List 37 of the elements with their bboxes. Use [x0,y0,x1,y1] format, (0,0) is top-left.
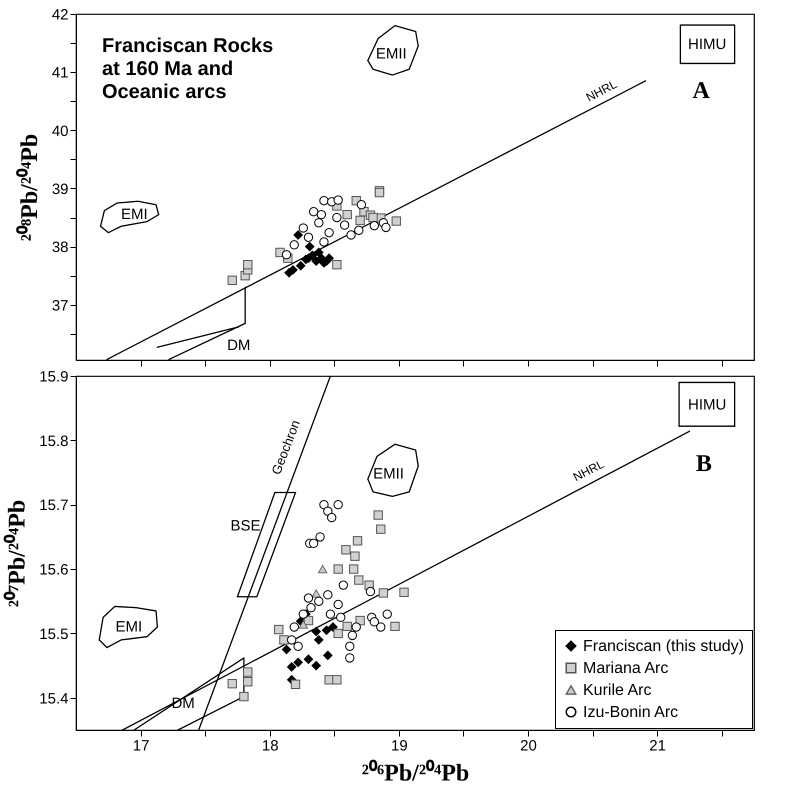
y-tick-label: 39 [52,180,68,198]
x-tick-label: 19 [391,738,408,754]
x-tick-label: 21 [649,738,666,754]
legend-label: Kurile Arc [583,682,652,699]
annotation: DM [227,336,250,354]
annotation: HIMU [688,396,726,414]
legend-label: Franciscan (this study) [583,638,744,655]
annotation: NHRL [584,76,620,105]
x-tick-label: 20 [520,738,537,754]
y-axis-title: ²⁰⁸Pb/²⁰⁴Pb [16,134,43,242]
annotation: BSE [230,517,261,534]
y-tick-label: 42 [52,6,68,24]
y-tick-label: 15.7 [39,497,68,514]
x-axis-title: ²⁰⁶Pb/²⁰⁴Pb [362,760,470,786]
legend-label: Mariana Arc [583,660,668,677]
text: Franciscan Rocks at 160 Ma and Oceanic arcs [102,35,274,103]
y-tick-label: 15.5 [39,626,68,643]
y-tick-label: 37 [52,297,68,314]
annotation: B [696,451,712,478]
annotation: HIMU [688,36,726,54]
y-tick-label: 41 [52,64,68,82]
annotation: EMII [373,466,404,483]
y-tick-label: 15.4 [39,690,68,708]
annotation: NHRL [570,456,607,484]
y-tick-label: 15.8 [39,432,68,450]
annotation: EMI [120,206,148,223]
y-tick-label: 40 [52,122,68,140]
annotation: EMI [116,618,142,636]
x-tick-label: 17 [132,738,150,754]
legend-label: Izu-Bonin Arc [583,704,678,721]
y-axis-title: ²⁰⁷Pb/²⁰⁴Pb [3,500,30,608]
x-tick-label: 18 [262,738,279,754]
y-tick-label: 15.9 [39,368,68,386]
y-tick-label: 38 [52,239,68,256]
annotation: EMII [376,45,407,62]
y-tick-label: 15.6 [39,562,68,579]
annotation: A [692,78,710,104]
